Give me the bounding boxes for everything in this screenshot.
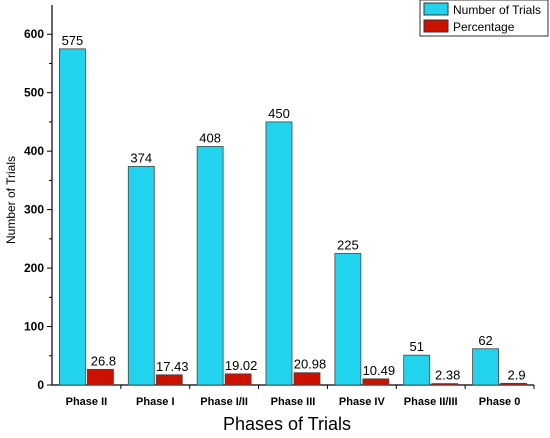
x-tick-label: Phase I/II — [200, 396, 248, 408]
y-tick-label: 300 — [24, 203, 44, 217]
bar-number-of-trials — [472, 348, 499, 386]
x-tick-label: Phase II/III — [404, 396, 458, 408]
bar-number-of-trials — [334, 253, 362, 386]
bar-number-of-trials — [127, 165, 155, 386]
data-label-percentage: 20.98 — [294, 357, 327, 372]
data-labels: 575 26.8 374 17.43 408 19.02 450 20.98 225 10.49 5… — [62, 33, 526, 383]
data-label-number-of-trials: 450 — [268, 106, 290, 121]
x-tick-label: Phase II — [66, 396, 108, 408]
y-axis-label: Number of Trials — [4, 156, 18, 244]
x-tick-label: Phase IV — [339, 396, 386, 408]
bar-percentage — [87, 368, 114, 386]
x-axis-label: Phases of Trials — [223, 414, 351, 434]
legend-swatch-number-of-trials — [423, 2, 449, 16]
y-tick-label: 0 — [37, 378, 44, 392]
bar-number-of-trials — [265, 121, 293, 386]
legend: Number of Trials Percentage — [419, 0, 549, 37]
y-tick-label: 400 — [24, 144, 44, 158]
plot-area — [51, 5, 534, 386]
y-tick-label: 600 — [24, 27, 44, 41]
data-label-number-of-trials: 225 — [337, 237, 359, 252]
data-label-percentage: 10.49 — [363, 363, 396, 378]
bar-percentage — [431, 383, 459, 386]
bar-number-of-trials — [403, 354, 431, 386]
bar-percentage — [155, 374, 183, 386]
x-tick-label: Phase 0 — [479, 396, 521, 408]
data-label-percentage: 2.38 — [435, 368, 460, 383]
legend-label-number-of-trials: Number of Trials — [453, 3, 541, 17]
y-axis-ticks: 0 100 200 300 400 500 600 — [24, 27, 52, 392]
legend-label-percentage: Percentage — [453, 20, 515, 34]
x-axis-categories: Phase II Phase I Phase I/II Phase III Phase … — [66, 385, 535, 408]
y-tick-label: 100 — [24, 320, 44, 334]
data-label-percentage: 19.02 — [225, 358, 258, 373]
data-label-number-of-trials: 51 — [409, 339, 423, 354]
y-tick-label: 500 — [24, 86, 44, 100]
data-label-percentage: 26.8 — [91, 353, 116, 368]
data-label-percentage: 17.43 — [156, 359, 189, 374]
y-tick-label: 200 — [24, 261, 44, 275]
data-label-number-of-trials: 575 — [62, 33, 84, 48]
legend-swatch-percentage — [423, 19, 449, 33]
bar-percentage — [500, 382, 527, 386]
bar-percentage — [362, 378, 390, 386]
bars — [59, 48, 527, 386]
data-label-number-of-trials: 374 — [130, 150, 152, 165]
bar-percentage — [224, 373, 252, 386]
data-label-number-of-trials: 62 — [478, 333, 492, 348]
bar-number-of-trials — [196, 146, 224, 386]
x-tick-label: Phase III — [271, 396, 316, 408]
x-tick-label: Phase I — [136, 396, 175, 408]
bar-number-of-trials — [59, 48, 86, 386]
data-label-percentage: 2.9 — [508, 367, 526, 382]
bar-percentage — [293, 372, 321, 386]
data-label-number-of-trials: 408 — [199, 130, 221, 145]
